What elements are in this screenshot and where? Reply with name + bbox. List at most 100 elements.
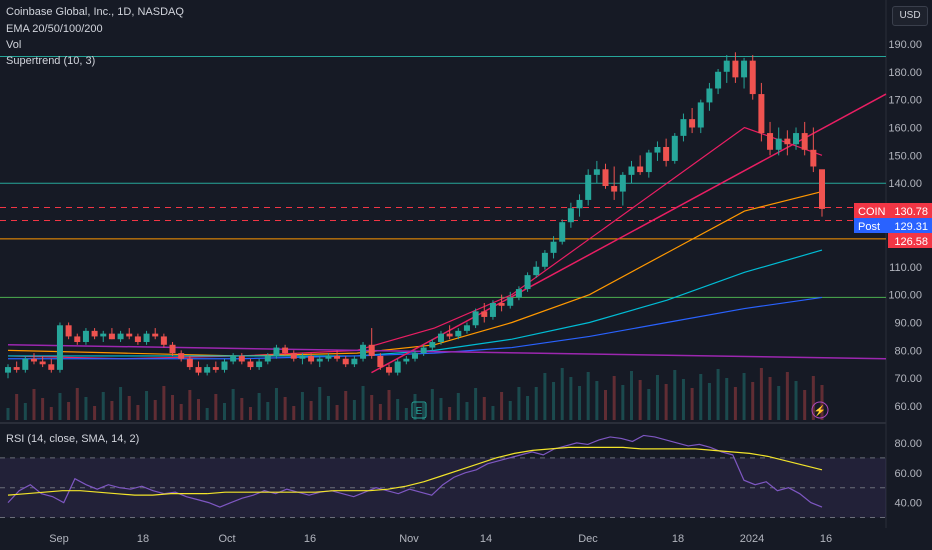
candle-body (74, 336, 81, 342)
candle-body (377, 355, 384, 368)
volume-bar (586, 372, 590, 420)
candle-body (30, 358, 37, 362)
volume-bar (482, 397, 486, 420)
earnings-marker (411, 401, 427, 419)
volume-bar (517, 387, 521, 420)
candle-body (645, 152, 652, 173)
volume-bar (612, 376, 616, 420)
candle-body (308, 355, 315, 362)
price-tag-value: 129.31 (894, 221, 928, 233)
volume-bar (58, 393, 62, 420)
volume-bar (534, 387, 538, 420)
candle-body (507, 297, 514, 306)
volume-bar (569, 377, 573, 420)
volume-bar (93, 406, 97, 420)
time-label: Sep (49, 533, 69, 545)
volume-bar (733, 387, 737, 420)
volume-bar (222, 403, 226, 420)
candle-body (715, 71, 722, 89)
candle-body (567, 208, 574, 223)
volume-bar (439, 398, 443, 420)
volume-bar (604, 390, 608, 420)
candle-body (455, 330, 462, 337)
price-tick: 60.00 (894, 401, 922, 413)
time-label: Oct (218, 533, 235, 545)
volume-bar (257, 393, 261, 420)
price-tag-name: Post (858, 221, 880, 233)
volume-bar (214, 394, 218, 420)
volume-bar (552, 382, 556, 420)
volume-bar (655, 375, 659, 420)
candle-body (628, 166, 635, 175)
volume-bar (794, 381, 798, 420)
volume-bar (188, 390, 192, 420)
time-label: Dec (578, 533, 598, 545)
candle-body (819, 169, 825, 209)
volume-bar (32, 389, 36, 420)
volume-bar (664, 384, 668, 420)
candle-body (360, 344, 367, 359)
legend-supertrend[interactable]: Supertrend (10, 3) (6, 55, 96, 67)
volume-bar (136, 405, 140, 420)
price-tick: 160.00 (888, 123, 922, 135)
candle-body (515, 289, 522, 298)
candle-body (39, 361, 46, 365)
volume-bar (785, 372, 789, 420)
volume-bar (474, 388, 478, 420)
rsi-label[interactable]: RSI (14, close, SMA, 14, 2) (6, 433, 140, 445)
candle-body (593, 169, 600, 175)
legend-vol[interactable]: Vol (6, 39, 22, 51)
volume-bar (751, 382, 755, 420)
candle-body (325, 355, 332, 359)
candle-body (212, 367, 219, 370)
legend-ema[interactable]: EMA 20/50/100/200 (6, 23, 103, 35)
candle-body (559, 222, 566, 242)
candle-body (351, 358, 358, 365)
candle-body (784, 138, 791, 145)
volume-bar (162, 386, 166, 420)
candle-body (178, 353, 185, 359)
volume-bar (127, 396, 131, 420)
time-label: 18 (672, 533, 684, 545)
volume-bar (300, 392, 304, 420)
price-tick: 80.00 (894, 345, 922, 357)
volume-bar (335, 405, 339, 420)
candle-body (429, 342, 436, 348)
volume-bar (396, 399, 400, 420)
volume-bar (638, 380, 642, 420)
candle-body (446, 333, 453, 337)
volume-bar (6, 408, 10, 420)
candle-body (810, 149, 817, 167)
volume-bar (179, 404, 183, 420)
volume-bar (725, 378, 729, 420)
volume-bar (699, 374, 703, 420)
volume-bar (231, 389, 235, 420)
volume-bar (690, 388, 694, 420)
volume-bar (283, 397, 287, 420)
candle-body (247, 361, 254, 368)
candle-body (152, 333, 159, 337)
candle-body (437, 333, 444, 342)
volume-bar (75, 388, 79, 420)
volume-bar (153, 400, 157, 420)
time-label: 14 (480, 533, 492, 545)
volume-bar (621, 385, 625, 420)
volume-bar (378, 404, 382, 420)
time-label: 16 (820, 533, 832, 545)
volume-bar (595, 381, 599, 420)
price-tick: 180.00 (888, 67, 922, 79)
volume-bar (292, 406, 296, 420)
candle-body (602, 169, 609, 186)
candle-body (420, 347, 427, 354)
price-tick: 140.00 (888, 178, 922, 190)
rsi-tick: 80.00 (894, 438, 922, 450)
volume-bar (777, 386, 781, 420)
earnings-marker-label: E (416, 406, 423, 417)
flash-marker-label: ⚡ (814, 404, 826, 417)
currency-button[interactable]: USD (892, 6, 928, 26)
candle-body (126, 333, 133, 337)
candle-body (801, 133, 808, 150)
volume-bar (101, 392, 105, 420)
